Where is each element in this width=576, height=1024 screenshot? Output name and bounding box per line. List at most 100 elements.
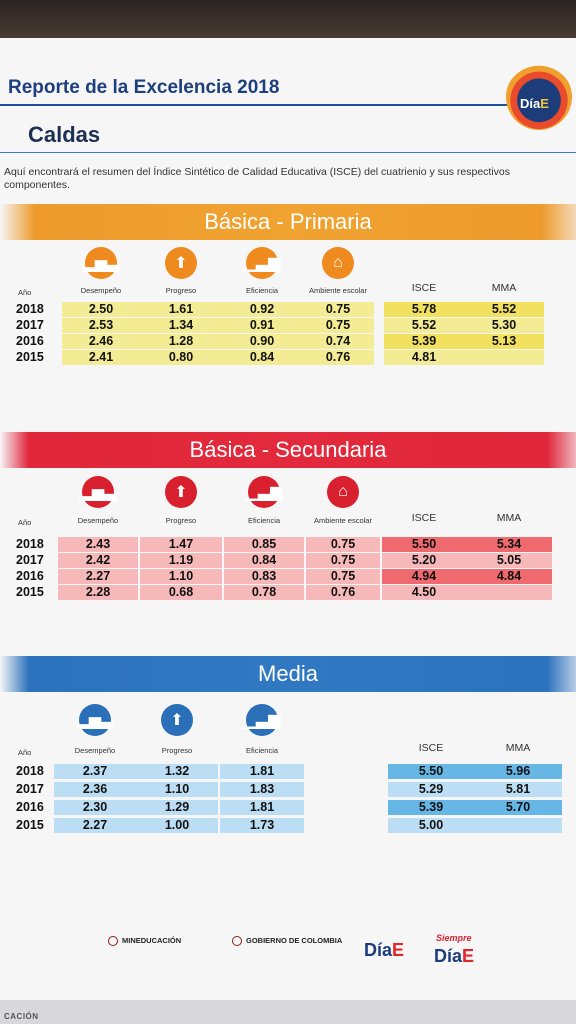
table-cell-progreso: 1.34 xyxy=(140,318,222,333)
table-cell-desempeno: 2.46 xyxy=(62,334,140,349)
year-label: 2017 xyxy=(16,553,44,567)
table-cell-desempeno: 2.27 xyxy=(54,818,136,833)
media-title: Media xyxy=(258,661,318,686)
table-cell-mma: 4.84 xyxy=(466,569,552,584)
year-label: 2016 xyxy=(16,334,44,348)
column-header-mma: MMA xyxy=(491,282,517,294)
table-cell-isce: 5.20 xyxy=(382,553,466,568)
table-cell-ambiente: 0.76 xyxy=(306,585,380,600)
table-cell-mma: 5.13 xyxy=(464,334,544,349)
column-header-progreso: Progreso xyxy=(165,516,197,525)
year-label: 2017 xyxy=(16,782,44,796)
school-icon: ⌂ xyxy=(322,247,354,279)
table-cell-progreso: 1.47 xyxy=(140,537,222,552)
table-cell-eficiencia: 0.85 xyxy=(224,537,304,552)
table-cell-progreso: 0.68 xyxy=(140,585,222,600)
title-divider xyxy=(0,104,512,106)
year-label: 2018 xyxy=(16,537,44,551)
seal-icon xyxy=(108,936,118,947)
table-cell-desempeno: 2.42 xyxy=(58,553,138,568)
table-cell-desempeno: 2.43 xyxy=(58,537,138,552)
gobierno-logo: GOBIERNO DE COLOMBIA xyxy=(232,936,342,947)
table-cell-eficiencia: 0.91 xyxy=(222,318,302,333)
table-cell-desempeno: 2.50 xyxy=(62,302,140,317)
table-cell-progreso: 1.28 xyxy=(140,334,222,349)
table-cell-isce: 5.29 xyxy=(388,782,474,797)
year-label: 2016 xyxy=(16,569,44,583)
column-header-mma: MMA xyxy=(496,512,522,524)
column-header-year: Año xyxy=(18,288,32,297)
mineducacion-logo: MINEDUCACIÓN xyxy=(108,936,181,947)
table-cell-desempeno: 2.37 xyxy=(54,764,136,779)
column-header-eficiencia: Eficiencia xyxy=(245,746,279,755)
column-header-progreso: Progreso xyxy=(161,746,193,755)
column-header-year: Año xyxy=(18,748,32,757)
year-label: 2016 xyxy=(16,800,44,814)
table-cell-mma: 5.70 xyxy=(474,800,562,815)
table-cell-progreso: 1.10 xyxy=(140,569,222,584)
column-header-year: Año xyxy=(18,518,32,527)
table-cell-eficiencia: 1.73 xyxy=(220,818,304,833)
column-header-isce: ISCE xyxy=(411,282,437,294)
table-cell-progreso: 1.29 xyxy=(136,800,218,815)
region-title: Caldas xyxy=(28,122,101,147)
podium-icon: ▂▅▃ xyxy=(80,476,116,508)
table-cell-isce: 4.50 xyxy=(382,585,466,600)
table-cell-progreso: 1.32 xyxy=(136,764,218,779)
sheet-bottom xyxy=(0,1000,576,1024)
table-cell-ambiente: 0.75 xyxy=(306,569,380,584)
up-arrow-icon: ⬆ xyxy=(161,704,193,736)
table-cell-isce: 5.00 xyxy=(388,818,474,833)
up-arrow-icon: ⬆ xyxy=(165,247,197,279)
primaria-banner: Básica - Primaria xyxy=(0,204,576,240)
table-cell-ambiente: 0.75 xyxy=(306,537,380,552)
table-cell-mma: 5.96 xyxy=(474,764,562,779)
dia-e-logo-icon xyxy=(506,64,572,130)
media-banner: Media xyxy=(0,656,576,692)
siempre-dia-e-logo: DíaE xyxy=(434,946,475,966)
table-cell-mma: 5.30 xyxy=(464,318,544,333)
table-cell-isce: 5.52 xyxy=(384,318,464,333)
table-cell-eficiencia: 1.81 xyxy=(220,800,304,815)
up-arrow-icon: ⬆ xyxy=(165,476,197,508)
intro-text: Aquí encontrará el resumen del Índice Si… xyxy=(4,166,511,191)
table-cell-isce: 5.39 xyxy=(384,334,464,349)
table-cell-eficiencia: 1.81 xyxy=(220,764,304,779)
year-label: 2015 xyxy=(16,585,44,599)
column-header-eficiencia: Eficiencia xyxy=(247,516,281,525)
school-icon: ⌂ xyxy=(327,476,359,508)
year-label: 2015 xyxy=(16,350,44,364)
table-cell-isce: 5.39 xyxy=(388,800,474,815)
table-cell-ambiente: 0.74 xyxy=(302,334,374,349)
table-cell-progreso: 1.61 xyxy=(140,302,222,317)
table-cell-eficiencia: 0.84 xyxy=(224,553,304,568)
table-cell-progreso: 1.00 xyxy=(136,818,218,833)
table-cell-ambiente: 0.76 xyxy=(302,350,374,365)
table-cell-isce: 5.50 xyxy=(388,764,474,779)
column-header-isce: ISCE xyxy=(418,742,444,754)
background-strip xyxy=(0,0,576,40)
table-cell-desempeno: 2.53 xyxy=(62,318,140,333)
column-header-ambiente: Ambiente escolar xyxy=(309,286,367,295)
podium-icon: ▂▅▃ xyxy=(77,704,113,736)
bottom-clipped-text: CACIÓN xyxy=(4,1012,39,1021)
report-sheet xyxy=(0,38,576,1018)
rising-bars-icon: ▁▃▆ xyxy=(244,704,280,736)
table-cell-mma: 5.34 xyxy=(466,537,552,552)
column-header-desempeno: Desempeño xyxy=(74,746,116,755)
secundaria-title: Básica - Secundaria xyxy=(189,437,387,462)
table-cell-mma: 5.05 xyxy=(466,553,552,568)
column-header-eficiencia: Eficiencia xyxy=(245,286,279,295)
page-title: Reporte de la Excelencia 2018 xyxy=(8,77,280,98)
podium-icon: ▂▅▃ xyxy=(83,247,119,279)
dia-e-footer-logo: DíaE xyxy=(364,940,405,960)
table-cell-mma: 5.81 xyxy=(474,782,562,797)
year-label: 2018 xyxy=(16,764,44,778)
table-cell-progreso: 0.80 xyxy=(140,350,222,365)
table-cell-desempeno: 2.30 xyxy=(54,800,136,815)
table-cell-isce: 5.78 xyxy=(384,302,464,317)
table-cell-mma xyxy=(474,818,562,833)
secundaria-banner: Básica - Secundaria xyxy=(0,432,576,468)
table-cell-isce: 5.50 xyxy=(382,537,466,552)
year-label: 2017 xyxy=(16,318,44,332)
